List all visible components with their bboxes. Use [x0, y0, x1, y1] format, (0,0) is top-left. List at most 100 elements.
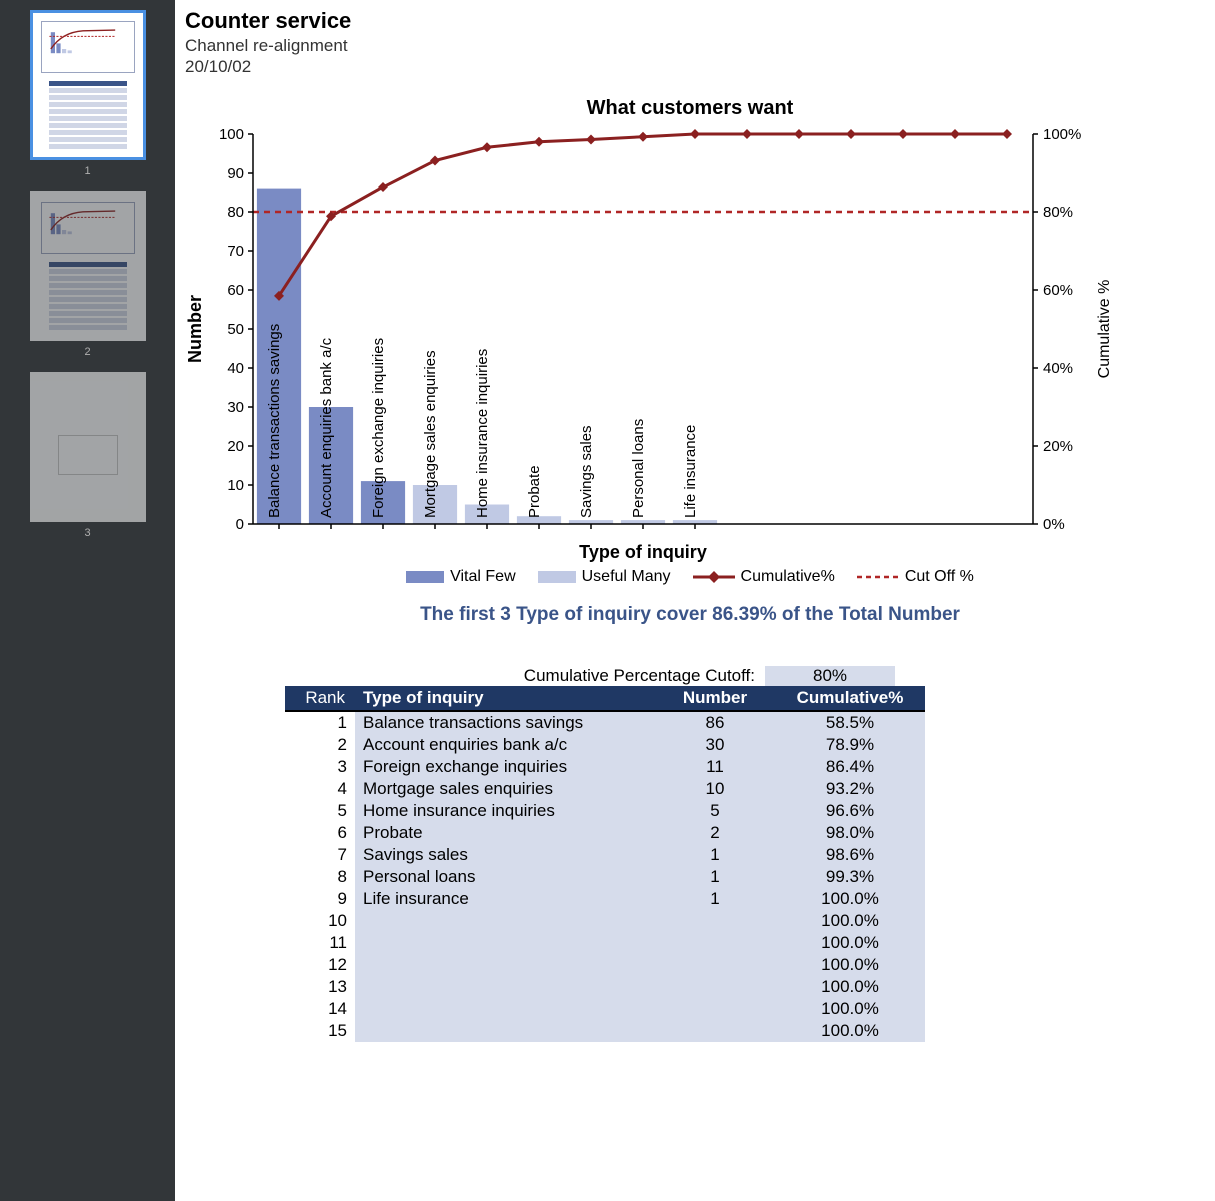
cutoff-label: Cumulative Percentage Cutoff:: [485, 666, 765, 686]
legend-cumulative: Cumulative%: [693, 568, 835, 586]
legend-label: Cut Off %: [905, 568, 974, 586]
table-header-row: Rank Type of inquiry Number Cumulative%: [285, 686, 925, 711]
swatch-cumulative-line: [693, 570, 735, 584]
slide-content: Counter service Channel re-alignment 20/…: [175, 0, 1215, 1201]
cell-rank: 5: [285, 800, 355, 822]
cell-cumulative: 100.0%: [775, 932, 925, 954]
table-row: 10100.0%: [285, 910, 925, 932]
cell-number: [655, 910, 775, 932]
cell-type: [355, 954, 655, 976]
table-row: 13100.0%: [285, 976, 925, 998]
cumulative-marker: [586, 134, 596, 144]
cell-rank: 13: [285, 976, 355, 998]
y-axis-label: Number: [185, 295, 205, 363]
cell-type: [355, 976, 655, 998]
cell-cumulative: 100.0%: [775, 954, 925, 976]
col-rank: Rank: [285, 686, 355, 711]
svg-text:20%: 20%: [1043, 438, 1073, 455]
chart-title: What customers want: [185, 97, 1195, 120]
cell-number: 11: [655, 756, 775, 778]
svg-text:60%: 60%: [1043, 282, 1073, 299]
cell-cumulative: 100.0%: [775, 1020, 925, 1042]
thumbnail-preview: [30, 372, 146, 522]
table-row: 8Personal loans199.3%: [285, 866, 925, 888]
cell-number: 1: [655, 866, 775, 888]
svg-text:70: 70: [227, 243, 244, 260]
table-row: 15 100.0%: [285, 1020, 925, 1042]
data-table: Rank Type of inquiry Number Cumulative% …: [285, 686, 925, 1042]
page-thumbnail-sidebar: 1 2 3: [0, 0, 175, 1201]
cell-cumulative: 100.0%: [775, 998, 925, 1020]
svg-text:50: 50: [227, 321, 244, 338]
bar-label: Balance transactions savings: [266, 324, 283, 518]
svg-text:80%: 80%: [1043, 204, 1073, 221]
cell-type: Probate: [355, 822, 655, 844]
thumbnail-number: 3: [84, 527, 90, 539]
cell-number: [655, 932, 775, 954]
bar-label: Home insurance inquiries: [474, 349, 491, 518]
table-row: 7Savings sales198.6%: [285, 844, 925, 866]
bar-label: Foreign exchange inquiries: [370, 338, 387, 518]
cumulative-line: [279, 134, 1007, 296]
thumbnail-number: 1: [84, 165, 90, 177]
table-row: 4Mortgage sales enquiries1093.2%: [285, 778, 925, 800]
bar-label: Personal loans: [630, 419, 647, 518]
cell-rank: 4: [285, 778, 355, 800]
cell-type: Life insurance: [355, 888, 655, 910]
cumulative-marker: [950, 129, 960, 139]
cell-number: 1: [655, 888, 775, 910]
cumulative-marker: [794, 129, 804, 139]
thumbnail-page-3[interactable]: 3: [30, 372, 146, 539]
cell-type: Balance transactions savings: [355, 711, 655, 734]
cell-type: [355, 910, 655, 932]
legend-label: Vital Few: [450, 568, 516, 586]
pareto-chart: What customers want 01020304050607080901…: [185, 97, 1195, 626]
svg-text:20: 20: [227, 438, 244, 455]
cell-rank: 9: [285, 888, 355, 910]
cell-rank: 10: [285, 910, 355, 932]
y2-axis-label: Cumulative %: [1096, 280, 1113, 379]
cell-cumulative: 78.9%: [775, 734, 925, 756]
cell-type: [355, 1020, 655, 1042]
cumulative-marker: [638, 132, 648, 142]
cumulative-marker: [534, 137, 544, 147]
cell-number: 10: [655, 778, 775, 800]
cell-number: 5: [655, 800, 775, 822]
thumbnail-page-2[interactable]: 2: [30, 191, 146, 358]
page-title: Counter service: [185, 8, 1195, 34]
cell-number: [655, 976, 775, 998]
table-row: 5Home insurance inquiries596.6%: [285, 800, 925, 822]
legend-useful-many: Useful Many: [538, 568, 671, 586]
page-subtitle: Channel re-alignment: [185, 36, 1195, 56]
bar-label: Savings sales: [578, 425, 595, 518]
col-number: Number: [655, 686, 775, 711]
cell-rank: 15: [285, 1020, 355, 1042]
cell-number: 86: [655, 711, 775, 734]
svg-text:90: 90: [227, 165, 244, 182]
legend-cutoff: Cut Off %: [857, 568, 974, 586]
cell-rank: 14: [285, 998, 355, 1020]
data-table-container: Cumulative Percentage Cutoff: 80% Rank T…: [285, 666, 925, 1042]
cell-cumulative: 98.6%: [775, 844, 925, 866]
cumulative-marker: [742, 129, 752, 139]
bar-label: Account enquiries bank a/c: [318, 337, 335, 518]
cell-rank: 8: [285, 866, 355, 888]
svg-text:40: 40: [227, 360, 244, 377]
legend-label: Useful Many: [582, 568, 671, 586]
cutoff-value: 80%: [765, 666, 895, 686]
cumulative-marker: [430, 156, 440, 166]
col-cumulative: Cumulative%: [775, 686, 925, 711]
cell-number: [655, 998, 775, 1020]
cell-cumulative: 98.0%: [775, 822, 925, 844]
svg-text:10: 10: [227, 477, 244, 494]
bar-label: Mortgage sales enquiries: [422, 350, 439, 518]
table-row: 9Life insurance1100.0%: [285, 888, 925, 910]
cell-number: 1: [655, 844, 775, 866]
cell-type: Account enquiries bank a/c: [355, 734, 655, 756]
thumbnail-preview: [30, 10, 146, 160]
cell-rank: 3: [285, 756, 355, 778]
cell-number: 30: [655, 734, 775, 756]
swatch-cutoff-line: [857, 570, 899, 584]
thumbnail-page-1[interactable]: 1: [30, 10, 146, 177]
cell-type: Foreign exchange inquiries: [355, 756, 655, 778]
